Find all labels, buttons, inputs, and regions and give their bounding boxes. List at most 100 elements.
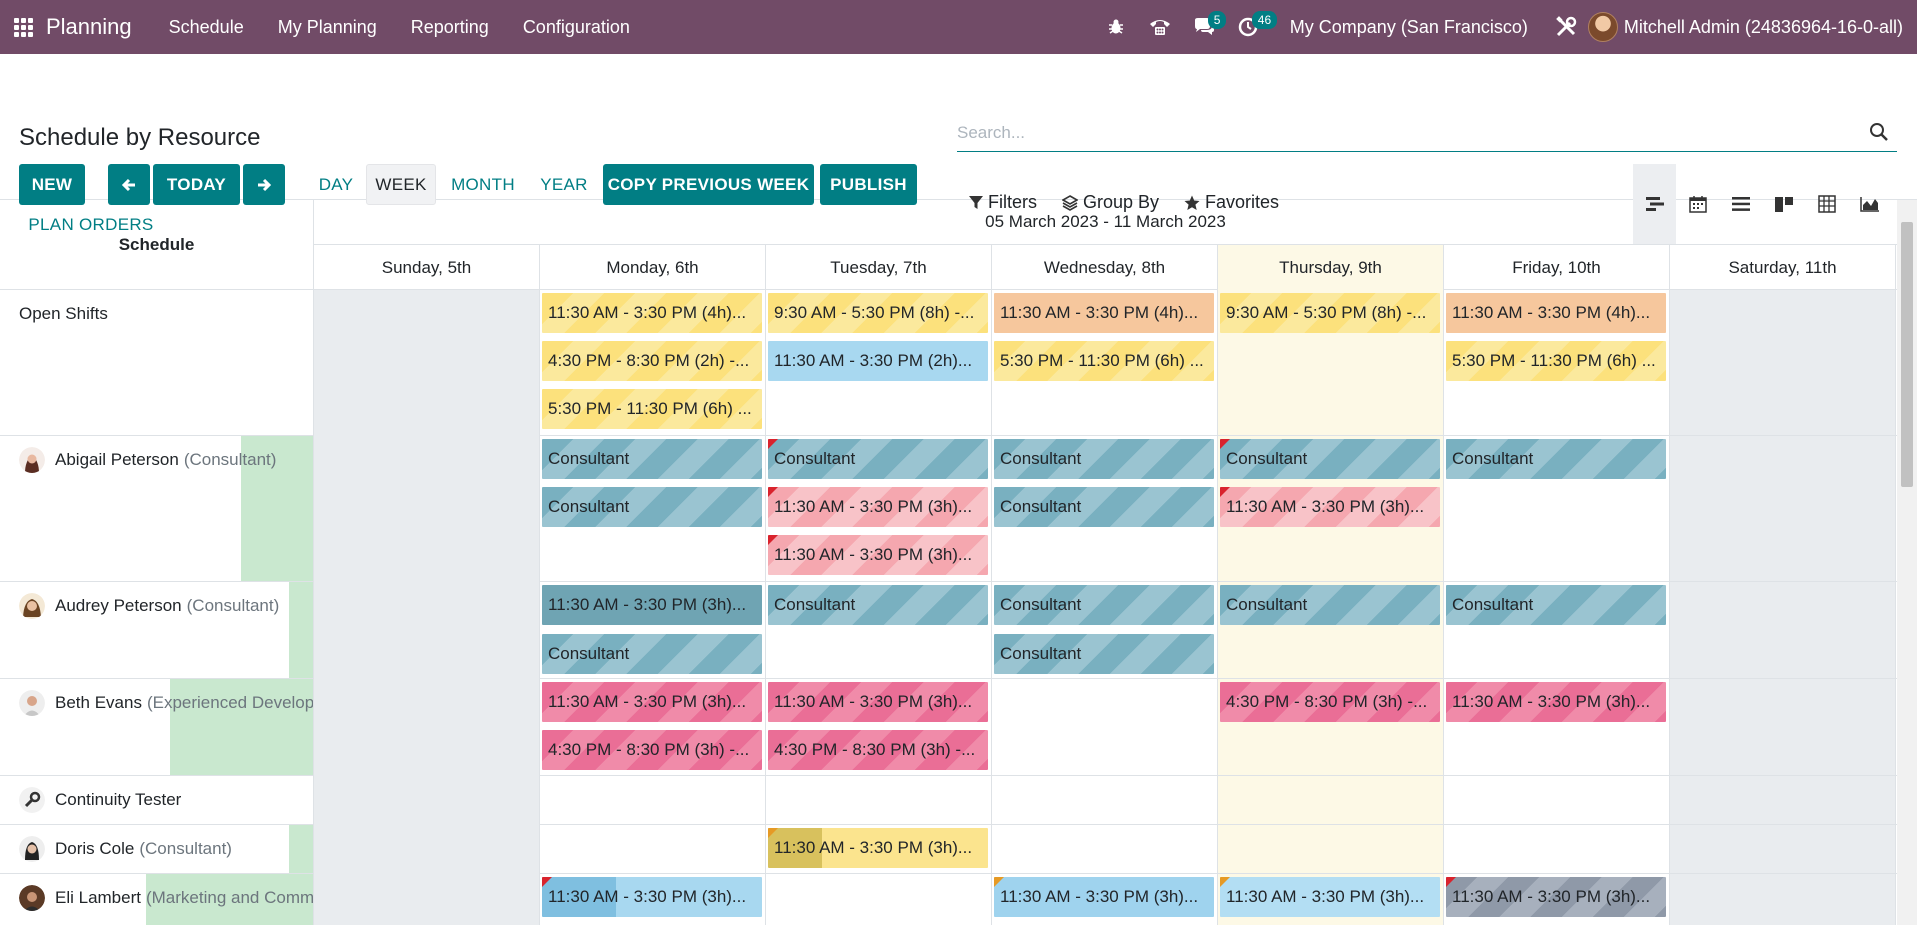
gantt-cell[interactable]: 9:30 AM - 5:30 PM (8h) -... 11:30 AM - 3…	[766, 290, 992, 435]
graph-view-icon[interactable]	[1848, 164, 1891, 244]
shift-pill[interactable]: 11:30 AM - 3:30 PM (3h)...	[542, 585, 762, 625]
gantt-cell[interactable]	[1218, 776, 1444, 824]
gantt-cell[interactable]: 11:30 AM - 3:30 PM (3h)... 4:30 PM - 8:3…	[766, 679, 992, 775]
shift-pill[interactable]: 11:30 AM - 3:30 PM (4h)...	[994, 293, 1214, 333]
search-input[interactable]	[957, 116, 1857, 150]
menu-schedule[interactable]: Schedule	[168, 17, 244, 37]
filters-button[interactable]: Filters	[969, 192, 1037, 213]
gantt-cell[interactable]	[314, 776, 540, 825]
shift-pill[interactable]: 11:30 AM - 3:30 PM (3h)...	[768, 682, 988, 722]
gantt-cell[interactable]	[992, 825, 1218, 873]
bug-icon[interactable]	[1094, 0, 1138, 54]
shift-pill[interactable]: 11:30 AM - 3:30 PM (3h)...	[1446, 682, 1666, 722]
scale-day[interactable]: DAY	[318, 174, 354, 194]
gantt-cell[interactable]	[1670, 582, 1896, 678]
gantt-cell[interactable]	[314, 679, 540, 776]
gantt-cell[interactable]: 11:30 AM - 3:30 PM (3h)... Consultant	[540, 582, 766, 678]
gantt-cell[interactable]: Consultant Consultant	[540, 436, 766, 581]
shift-pill[interactable]: Consultant	[768, 585, 988, 625]
shift-pill[interactable]: 11:30 AM - 3:30 PM (3h)...	[768, 487, 988, 527]
menu-reporting[interactable]: Reporting	[410, 17, 489, 37]
scale-year[interactable]: YEAR	[540, 174, 588, 194]
shift-pill[interactable]: 4:30 PM - 8:30 PM (3h) -...	[768, 730, 988, 770]
shift-pill[interactable]: 5:30 PM - 11:30 PM (6h) ...	[994, 341, 1214, 381]
shift-pill[interactable]: Consultant	[994, 439, 1214, 479]
shift-pill[interactable]: Consultant	[542, 439, 762, 479]
gantt-cell[interactable]: Consultant Consultant	[992, 582, 1218, 678]
gantt-cell[interactable]	[314, 290, 540, 436]
gantt-cell[interactable]	[540, 776, 766, 824]
shift-pill[interactable]: Consultant	[542, 487, 762, 527]
gantt-cell[interactable]: 11:30 AM - 3:30 PM (3h)...	[1444, 874, 1670, 925]
gantt-cell[interactable]	[1670, 825, 1896, 873]
shift-pill[interactable]: 5:30 PM - 11:30 PM (6h) ...	[542, 389, 762, 429]
shift-pill[interactable]: 5:30 PM - 11:30 PM (6h) ...	[1446, 341, 1666, 381]
list-view-icon[interactable]	[1719, 164, 1762, 244]
user-menu[interactable]: Mitchell Admin (24836964-16-0-all)	[1587, 12, 1917, 42]
gantt-cell[interactable]: 4:30 PM - 8:30 PM (3h) -...	[1218, 679, 1444, 775]
gantt-cell[interactable]: 11:30 AM - 3:30 PM (4h)... 5:30 PM - 11:…	[1444, 290, 1670, 435]
tools-icon[interactable]	[1544, 0, 1588, 54]
plan-orders-button[interactable]: PLAN ORDERS	[28, 214, 154, 234]
shift-pill[interactable]: Consultant	[994, 634, 1214, 674]
gantt-view-icon[interactable]	[1633, 164, 1676, 244]
gantt-cell[interactable]	[314, 825, 540, 874]
row-header[interactable]: Audrey Peterson (Consultant)	[0, 582, 314, 678]
gantt-cell[interactable]: 11:30 AM - 3:30 PM (4h)... 4:30 PM - 8:3…	[540, 290, 766, 435]
activity-clock-icon[interactable]: 46	[1226, 0, 1278, 54]
gantt-cell[interactable]: Consultant	[1218, 582, 1444, 678]
shift-pill[interactable]: 11:30 AM - 3:30 PM (4h)...	[542, 293, 762, 333]
shift-pill[interactable]: Consultant	[1220, 439, 1440, 479]
scale-month[interactable]: MONTH	[451, 174, 515, 194]
scale-week[interactable]: WEEK	[366, 164, 436, 205]
phone-icon[interactable]	[1138, 0, 1182, 54]
shift-pill[interactable]: Consultant	[542, 634, 762, 674]
row-header[interactable]: Doris Cole (Consultant)	[0, 825, 314, 873]
shift-pill[interactable]: 11:30 AM - 3:30 PM (3h)...	[768, 828, 988, 868]
shift-pill[interactable]: 4:30 PM - 8:30 PM (2h) -...	[542, 341, 762, 381]
new-button[interactable]: NEW	[19, 164, 85, 205]
shift-pill[interactable]: 11:30 AM - 3:30 PM (3h)...	[542, 877, 762, 917]
gantt-cell[interactable]: 11:30 AM - 3:30 PM (4h)... 5:30 PM - 11:…	[992, 290, 1218, 435]
shift-pill[interactable]: 4:30 PM - 8:30 PM (3h) -...	[542, 730, 762, 770]
row-header[interactable]: Eli Lambert (Marketing and Community Man…	[0, 874, 314, 925]
gantt-cell[interactable]	[1670, 290, 1896, 435]
gantt-cell[interactable]	[314, 582, 540, 679]
gantt-cell[interactable]	[766, 874, 992, 925]
menu-my-planning[interactable]: My Planning	[277, 17, 377, 37]
menu-configuration[interactable]: Configuration	[522, 17, 630, 37]
app-brand[interactable]: Planning	[46, 14, 132, 39]
gantt-cell[interactable]: Consultant 11:30 AM - 3:30 PM (3h)... 11…	[766, 436, 992, 581]
gantt-cell[interactable]	[766, 776, 992, 824]
row-header[interactable]: Abigail Peterson (Consultant)	[0, 436, 314, 581]
gantt-cell[interactable]	[314, 874, 540, 925]
favorites-button[interactable]: Favorites	[1184, 192, 1279, 213]
gantt-cell[interactable]: Consultant	[766, 582, 992, 678]
shift-pill[interactable]: Consultant	[768, 439, 988, 479]
gantt-cell[interactable]	[540, 825, 766, 873]
copy-previous-week-button[interactable]: COPY PREVIOUS WEEK	[603, 164, 814, 205]
chat-icon[interactable]: 5	[1182, 0, 1227, 54]
gantt-cell[interactable]	[1218, 825, 1444, 873]
publish-button[interactable]: PUBLISH	[820, 164, 917, 205]
gantt-cell[interactable]: Consultant 11:30 AM - 3:30 PM (3h)...	[1218, 436, 1444, 581]
shift-pill[interactable]: Consultant	[1446, 439, 1666, 479]
today-button[interactable]: TODAY	[153, 164, 240, 205]
row-header[interactable]: Continuity Tester	[0, 776, 314, 824]
gantt-cell[interactable]: Consultant	[1444, 436, 1670, 581]
shift-pill[interactable]: 9:30 AM - 5:30 PM (8h) -...	[1220, 293, 1440, 333]
shift-pill[interactable]: 4:30 PM - 8:30 PM (3h) -...	[1220, 682, 1440, 722]
row-header[interactable]: Open Shifts	[0, 290, 314, 435]
gantt-cell[interactable]	[1444, 825, 1670, 873]
kanban-view-icon[interactable]	[1762, 164, 1805, 244]
gantt-cell[interactable]: 11:30 AM - 3:30 PM (3h)...	[540, 874, 766, 925]
scrollbar-thumb[interactable]	[1901, 222, 1913, 487]
gantt-cell[interactable]	[1670, 436, 1896, 581]
shift-pill[interactable]: 11:30 AM - 3:30 PM (3h)...	[542, 682, 762, 722]
gantt-cell[interactable]: Consultant	[1444, 582, 1670, 678]
shift-pill[interactable]: 9:30 AM - 5:30 PM (8h) -...	[768, 293, 988, 333]
pivot-view-icon[interactable]	[1805, 164, 1848, 244]
gantt-cell[interactable]: 9:30 AM - 5:30 PM (8h) -...	[1218, 290, 1444, 435]
next-button[interactable]	[243, 164, 285, 205]
shift-pill[interactable]: Consultant	[1220, 585, 1440, 625]
